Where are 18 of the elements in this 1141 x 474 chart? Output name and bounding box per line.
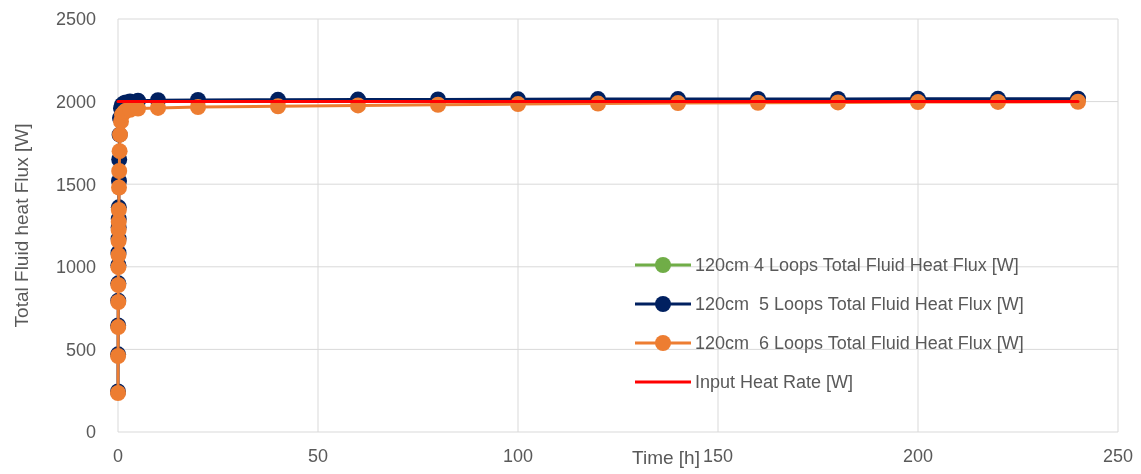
- x-tick-label: 50: [307, 446, 329, 466]
- x-tick-label: 150: [702, 446, 734, 466]
- y-tick-label: 1500: [55, 174, 96, 195]
- x-tick-label: 250: [1102, 446, 1134, 466]
- y-tick-label: 1000: [55, 257, 96, 278]
- x-tick-label: 200: [902, 446, 934, 466]
- y-axis-title: Total Fluid heat Flux [W]: [11, 123, 32, 328]
- legend-label: Input Heat Rate [W]: [695, 372, 854, 393]
- legend-label: 120cm 4 Loops Total Fluid Heat Flux [W]: [695, 255, 1019, 276]
- y-tick-label: 2500: [55, 9, 96, 30]
- y-tick-label: 0: [85, 422, 96, 443]
- y-tick-label: 500: [65, 339, 96, 360]
- x-tick-label: 100: [502, 446, 534, 466]
- y-tick-label: 2000: [55, 91, 96, 112]
- x-tick-label: 0: [112, 446, 124, 466]
- legend-label: 120cm 5 Loops Total Fluid Heat Flux [W]: [695, 294, 1024, 315]
- legend-label: 120cm 6 Loops Total Fluid Heat Flux [W]: [695, 333, 1024, 354]
- x-axis-title: Time [h]: [632, 447, 700, 468]
